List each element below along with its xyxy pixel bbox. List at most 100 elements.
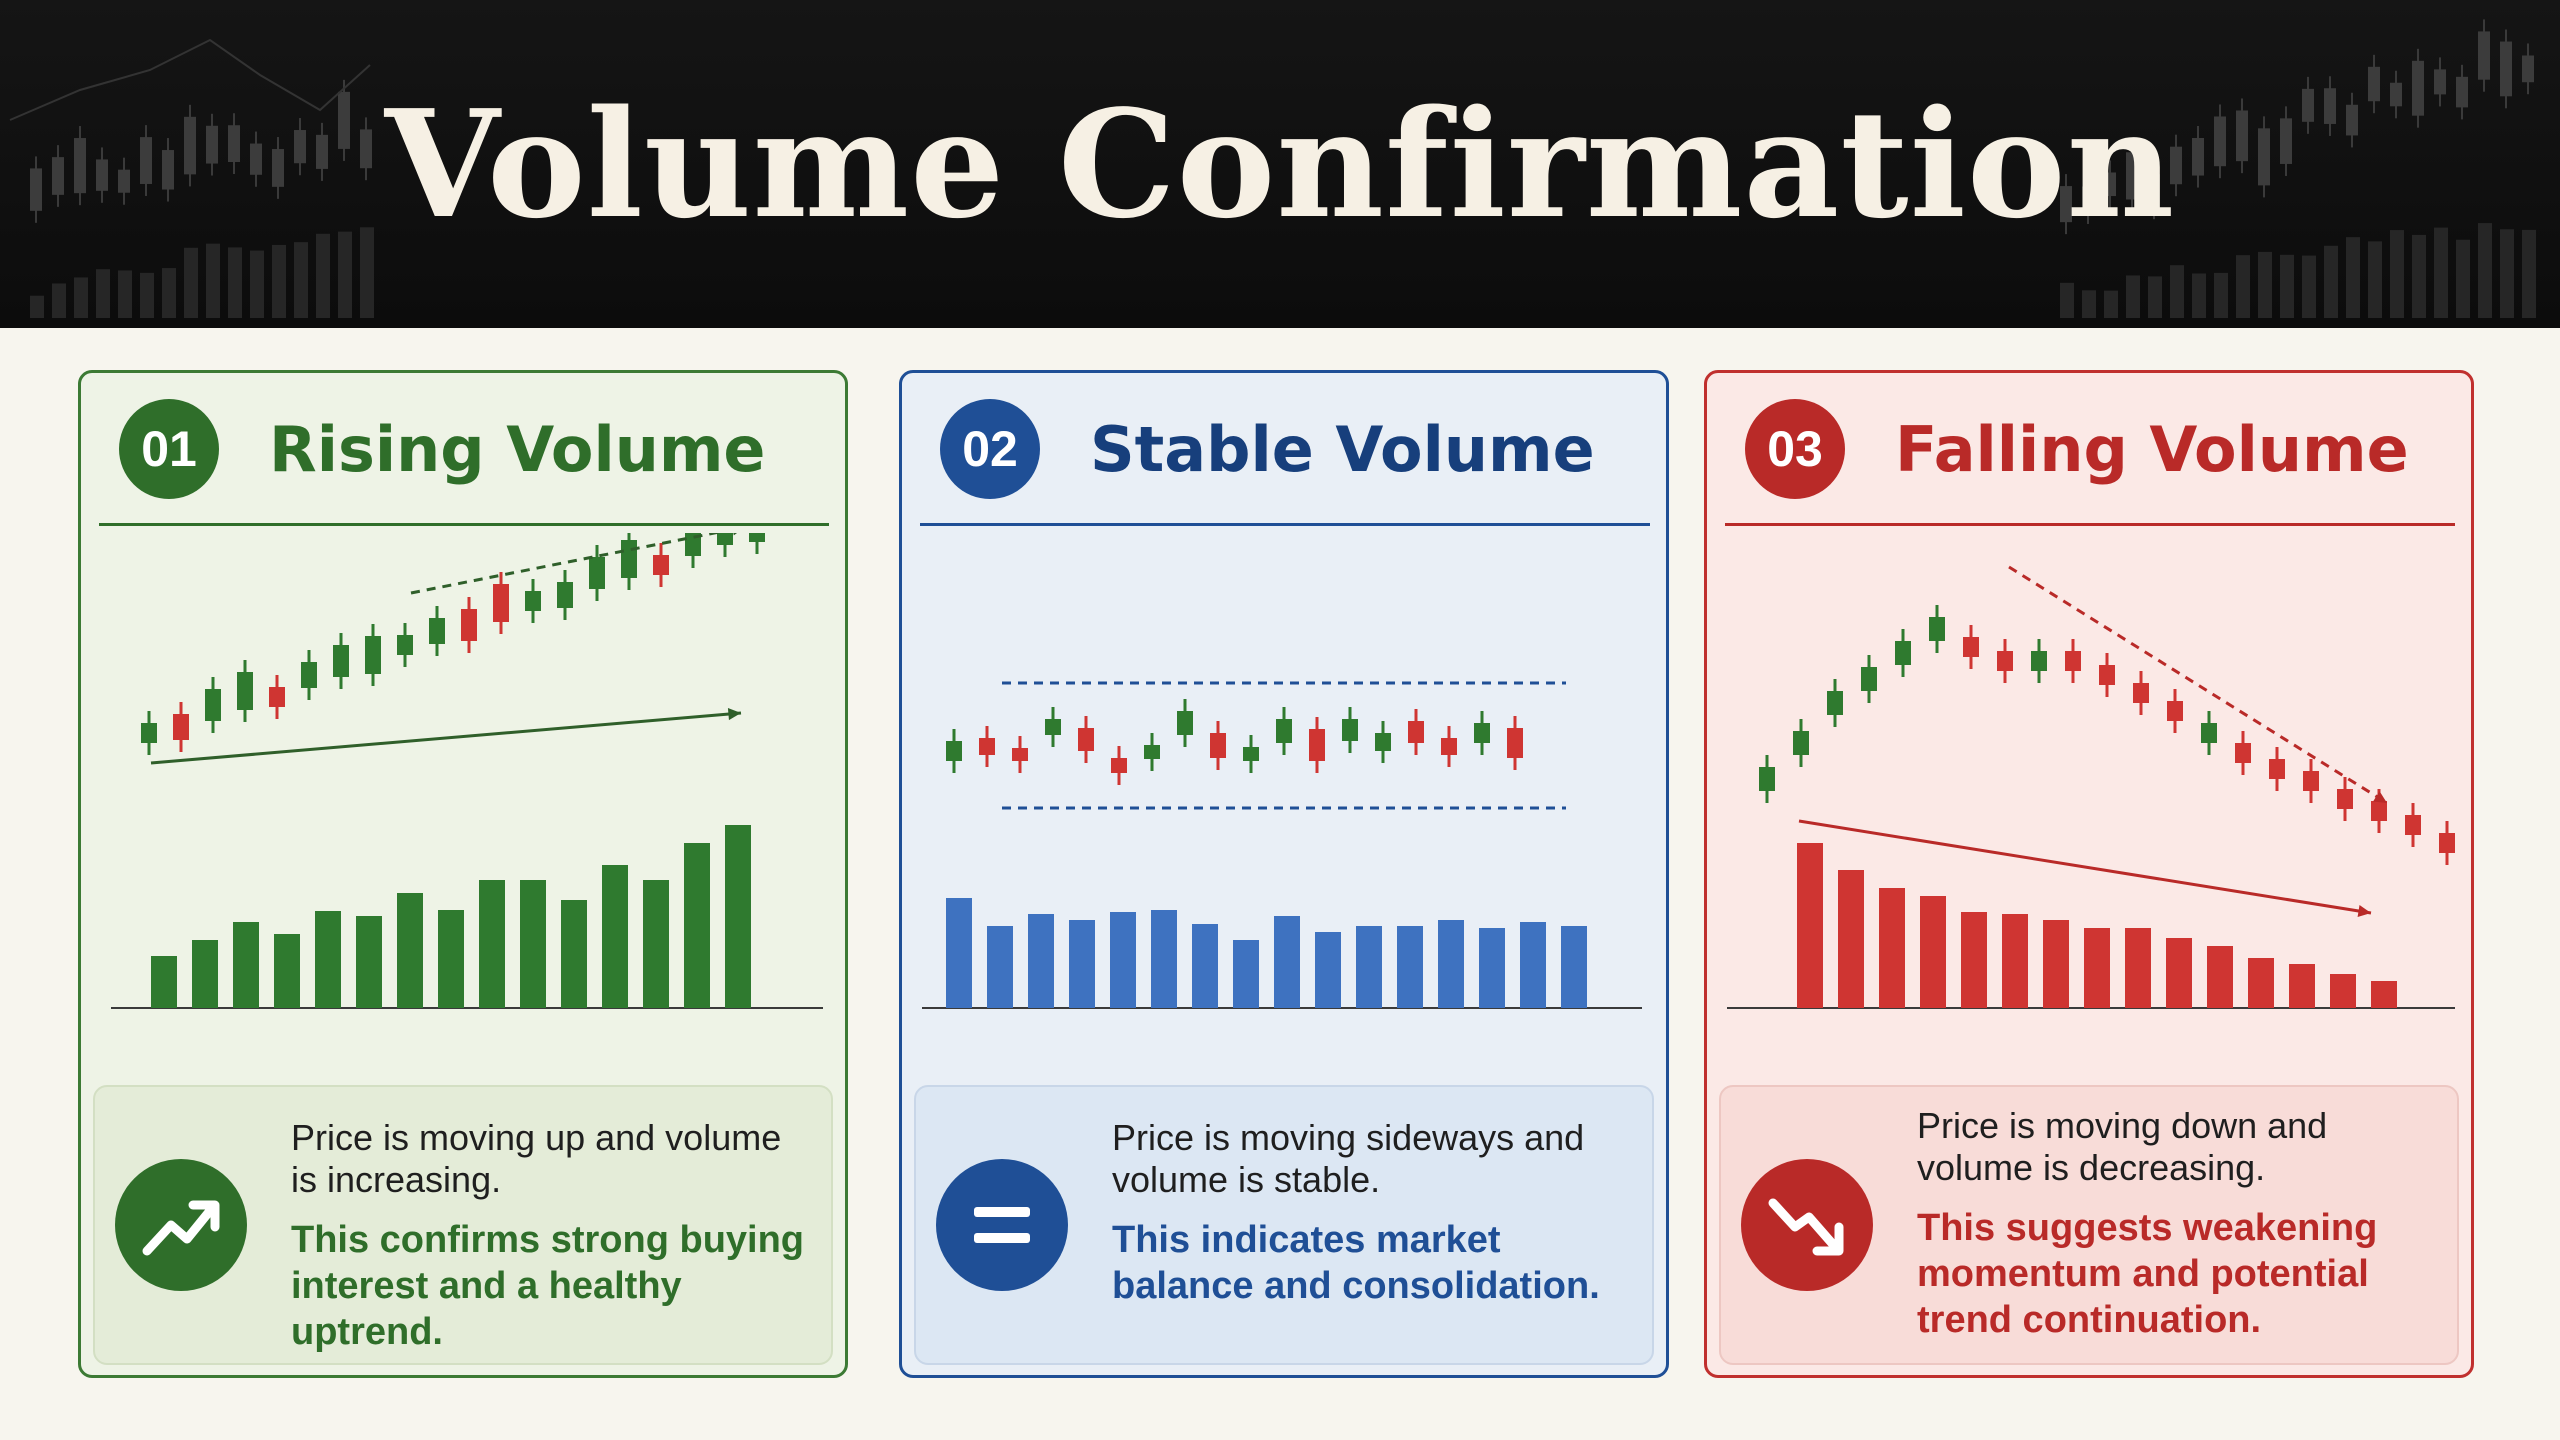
- header-volume-bar: [2346, 237, 2360, 318]
- volume-bar: [2248, 958, 2274, 1008]
- header-candle: [272, 149, 284, 187]
- volume-bar: [1920, 896, 1946, 1008]
- price-candle: [589, 557, 605, 589]
- volume-bar: [1315, 932, 1341, 1008]
- price-candle: [1111, 758, 1127, 773]
- header-volume-bar: [2148, 276, 2162, 318]
- volume-bar: [233, 922, 259, 1008]
- header-volume-bar: [52, 283, 66, 318]
- panel-title: Stable Volume: [1090, 413, 1595, 486]
- header-volume-bar: [74, 277, 88, 318]
- price-candle: [2337, 789, 2353, 809]
- info-box: Price is moving down and volume is decre…: [1719, 1085, 2459, 1365]
- price-candle: [1177, 711, 1193, 735]
- panel-falling-volume: 03 Falling Volume Price is moving down a…: [1704, 370, 2474, 1378]
- header-volume-bar: [2302, 255, 2316, 318]
- header-volume-bar: [206, 243, 220, 318]
- header-candle: [2368, 66, 2380, 102]
- volume-bar: [684, 843, 710, 1008]
- header-candle: [140, 137, 152, 184]
- header-candle: [2346, 104, 2358, 136]
- panel-stable-volume: 02 Stable Volume Price is moving sideway…: [899, 370, 1669, 1378]
- stable-volume-chart: [922, 681, 1642, 1009]
- price-candle: [2065, 651, 2081, 671]
- price-candle: [1045, 719, 1061, 735]
- header-candle: [2500, 41, 2512, 97]
- header-volume-bar: [294, 242, 308, 318]
- price-candle: [1895, 641, 1911, 665]
- header-line: [9, 38, 371, 121]
- header-candle: [228, 125, 240, 163]
- header-volume-bar: [162, 268, 176, 318]
- volume-bar: [1028, 914, 1054, 1008]
- header-candle: [30, 168, 42, 211]
- price-candle: [205, 689, 221, 721]
- header-volume-bar: [228, 247, 242, 318]
- header-candle: [2522, 55, 2534, 83]
- header-volume-bar: [2126, 275, 2140, 318]
- header-volume-bar: [2368, 241, 2382, 318]
- volume-bar: [2002, 914, 2028, 1008]
- volume-bar: [1879, 888, 1905, 1008]
- price-candle: [2371, 801, 2387, 821]
- trend-arrow-head: [733, 533, 738, 536]
- volume-bar: [2125, 928, 2151, 1008]
- price-candle: [2167, 701, 2183, 721]
- price-candle: [237, 672, 253, 710]
- header-volume-bar: [2236, 255, 2250, 318]
- volume-bar: [643, 880, 669, 1008]
- volume-bar: [438, 910, 464, 1008]
- equals-icon: [936, 1159, 1068, 1291]
- price-candle: [2133, 683, 2149, 703]
- price-candle: [1243, 747, 1259, 761]
- header-volume-bar: [272, 244, 286, 318]
- volume-bar: [1961, 912, 1987, 1008]
- header-candle: [2434, 69, 2446, 95]
- header-volume-bar: [2390, 230, 2404, 318]
- price-candle: [525, 591, 541, 611]
- header-volume-bar: [338, 231, 352, 318]
- volume-bar: [946, 898, 972, 1008]
- price-candle: [1276, 719, 1292, 743]
- price-candle: [2269, 759, 2285, 779]
- volume-bar: [1356, 926, 1382, 1008]
- header-candle: [96, 159, 108, 191]
- title-divider: [99, 523, 829, 526]
- volume-bar: [2330, 974, 2356, 1008]
- header-volume-bar: [2412, 234, 2426, 318]
- price-candle: [1759, 767, 1775, 791]
- volume-bar: [561, 900, 587, 1008]
- volume-bar: [479, 880, 505, 1008]
- volume-bar: [151, 956, 177, 1008]
- price-candle: [685, 533, 701, 556]
- header-candle: [2280, 118, 2292, 164]
- price-candle: [2099, 665, 2115, 685]
- panel-number-badge: 03: [1745, 399, 1845, 499]
- volume-bar: [2166, 938, 2192, 1008]
- price-candle: [2303, 771, 2319, 791]
- info-box: Price is moving sideways and volume is s…: [914, 1085, 1654, 1365]
- volume-bar: [1797, 843, 1823, 1008]
- price-candle: [173, 714, 189, 740]
- price-candle: [397, 635, 413, 655]
- price-candle: [1963, 637, 1979, 657]
- header-candle: [2082, 186, 2094, 212]
- price-candle: [1474, 723, 1490, 743]
- header-candle: [2192, 137, 2204, 176]
- price-candle: [1929, 617, 1945, 641]
- header-volume-bar: [2324, 245, 2338, 318]
- volume-bar: [602, 865, 628, 1008]
- header-volume-bar: [140, 272, 154, 318]
- price-candle: [333, 645, 349, 677]
- header-candle: [2324, 88, 2336, 124]
- volume-bar: [1192, 924, 1218, 1008]
- header-volume-bar: [2500, 229, 2514, 318]
- trend-arrow-head: [2373, 791, 2387, 803]
- volume-bar: [987, 926, 1013, 1008]
- price-candle: [653, 555, 669, 575]
- header-candle: [2104, 172, 2116, 197]
- price-candle: [2439, 833, 2455, 853]
- panel-rising-volume: 01 Rising Volume Price is moving up and …: [78, 370, 848, 1378]
- volume-bar: [2207, 946, 2233, 1008]
- volume-bar: [397, 893, 423, 1008]
